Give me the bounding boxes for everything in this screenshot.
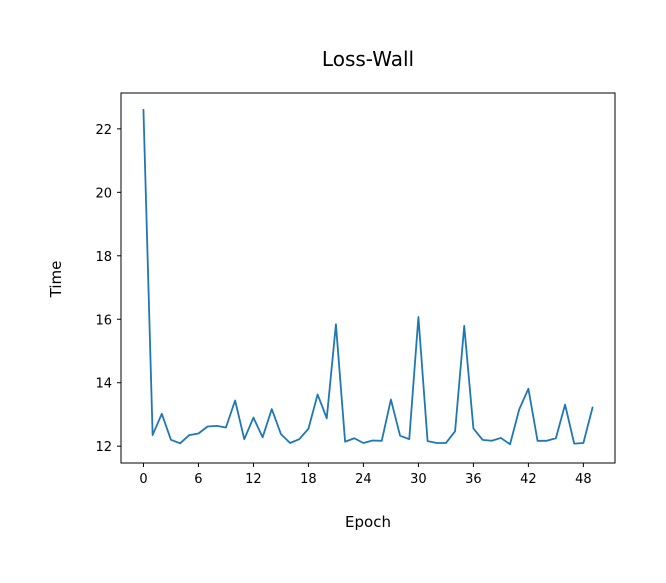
x-tick-label: 0 [139,472,147,487]
x-tick-label: 12 [245,472,262,487]
y-axis-label: Time [47,261,65,299]
series-line [142,108,594,446]
plot-frame [120,92,616,464]
y-tick-label: 12 [95,440,112,455]
series-layer [142,108,594,446]
y-tick-label: 18 [95,250,112,265]
x-tick-label: 24 [355,472,372,487]
x-tick-label: 36 [465,472,482,487]
x-tick-label: 6 [194,472,202,487]
ticks-layer: 0 6 12 18 24 30 36 42 48 12 14 16 18 20 22 [95,123,591,487]
x-tick-label: 48 [575,472,592,487]
y-tick-label: 16 [95,313,112,328]
x-tick-label: 30 [410,472,427,487]
chart-title: Loss-Wall [322,47,414,71]
x-axis-label: Epoch [345,513,391,531]
y-tick-label: 20 [95,186,112,201]
x-tick-label: 18 [300,472,317,487]
x-tick-label: 42 [520,472,537,487]
y-tick-label: 22 [95,123,112,138]
y-tick-label: 14 [95,377,112,392]
